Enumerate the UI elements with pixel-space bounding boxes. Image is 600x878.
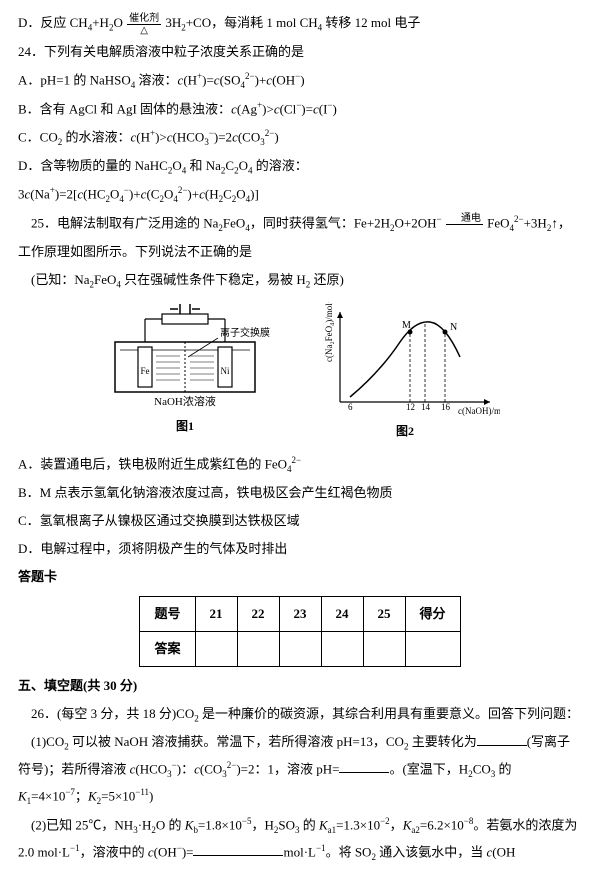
q24-option-A: A．pH=1 的 NaHSO4 溶液：c(H+)=c(SO42−)+c(OH−)	[18, 67, 582, 94]
q25-option-C: C．氢氧根离子从镍极区通过交换膜到达铁极区域	[18, 508, 582, 534]
q25-option-B: B．M 点表示氢氧化钠溶液浓度过高，铁电极区会产生红褐色物质	[18, 480, 582, 506]
q24-stem: 24．下列有关电解质溶液中粒子浓度关系正确的是	[18, 39, 582, 65]
fig1-solution-label: NaOH浓溶液	[154, 394, 216, 408]
q25-option-D: D．电解过程中，须将阴极产生的气体及时排出	[18, 536, 582, 562]
tbl-r0: 答案	[140, 631, 195, 666]
fig1-electrode-R-label: Ni	[221, 366, 230, 376]
q23-option-D: D．反应 CH4+H2O 催化剂△ 3H2+CO，每消耗 1 mol CH4 转…	[18, 10, 582, 37]
tbl-h2: 22	[237, 596, 279, 631]
svg-text:14: 14	[421, 402, 431, 412]
q24-option-C: C．CO2 的水溶液：c(H+)>c(HCO3−)=2c(CO32−)	[18, 124, 582, 151]
fig2-caption: 图2	[310, 419, 500, 443]
q26-part2: (2)已知 25℃，NH3·H2O 的 Kb=1.8×10−5，H2SO3 的 …	[18, 812, 582, 866]
fig2-xlabel: c(NaOH)/mol·L⁻¹	[458, 406, 500, 416]
tbl-cell-24[interactable]	[321, 631, 363, 666]
fig2-M-label: M	[402, 320, 411, 331]
q26-part1: (1)CO2 可以被 NaOH 溶液捕获。常温下，若所得溶液 pH=13，CO2…	[18, 729, 582, 809]
fig1-caption: 图1	[100, 414, 270, 438]
figure-2: M N 6 12 14 16 c(NaOH)/mol·L⁻¹ c(Na₂FeO₄…	[310, 302, 500, 443]
fig2-ylabel: c(Na₂FeO₄)/mol·L⁻¹	[324, 302, 334, 362]
tbl-h3: 23	[279, 596, 321, 631]
tbl-cell-25[interactable]	[363, 631, 405, 666]
fig1-membrane-label: 离子交换膜	[220, 326, 270, 339]
q24-option-D-2: 3c(Na+)=2[c(HC2O4−)+c(C2O42−)+c(H2C2O4)]	[18, 181, 582, 208]
svg-text:12: 12	[406, 402, 415, 412]
tbl-h5: 25	[363, 596, 405, 631]
q25-known: (已知：Na2FeO4 只在强碱性条件下稳定，易被 H2 还原)	[18, 267, 582, 294]
blank-2[interactable]	[339, 760, 389, 773]
figure-1: Fe Ni 离子交换膜 NaOH浓溶液 图1	[100, 302, 270, 443]
q24-option-B: B．含有 AgCl 和 AgI 固体的悬浊液：c(Ag+)>c(Cl−)=c(I…	[18, 96, 582, 122]
section-5-title: 五、填空题(共 30 分)	[18, 673, 582, 699]
answer-card-title: 答题卡	[18, 564, 582, 590]
figure-row: Fe Ni 离子交换膜 NaOH浓溶液 图1	[18, 302, 582, 443]
tbl-cell-23[interactable]	[279, 631, 321, 666]
q24-option-D-1: D．含等物质的量的 NaHC2O4 和 Na2C2O4 的溶液：	[18, 153, 582, 180]
blank-3[interactable]	[193, 843, 283, 856]
tbl-h6: 得分	[405, 596, 460, 631]
q25-stem-1: 25．电解法制取有广泛用途的 Na2FeO4，同时获得氢气：Fe+2H2O+2O…	[18, 210, 582, 237]
svg-text:6: 6	[348, 402, 353, 412]
blank-1[interactable]	[477, 733, 527, 746]
fig2-N-label: N	[450, 322, 457, 333]
fig1-electrode-L-label: Fe	[141, 366, 150, 376]
svg-text:16: 16	[441, 402, 451, 412]
q25-option-A: A．装置通电后，铁电极附近生成紫红色的 FeO42−	[18, 451, 582, 478]
tbl-cell-22[interactable]	[237, 631, 279, 666]
tbl-cell-score[interactable]	[405, 631, 460, 666]
tbl-cell-21[interactable]	[195, 631, 237, 666]
tbl-h0: 题号	[140, 596, 195, 631]
q26-stem: 26．(每空 3 分，共 18 分)CO2 是一种廉价的碳资源，其综合利用具有重…	[18, 701, 582, 728]
tbl-h1: 21	[195, 596, 237, 631]
answer-table: 题号 21 22 23 24 25 得分 答案	[139, 596, 460, 667]
q25-stem-2: 工作原理如图所示。下列说法不正确的是	[18, 239, 582, 265]
tbl-h4: 24	[321, 596, 363, 631]
